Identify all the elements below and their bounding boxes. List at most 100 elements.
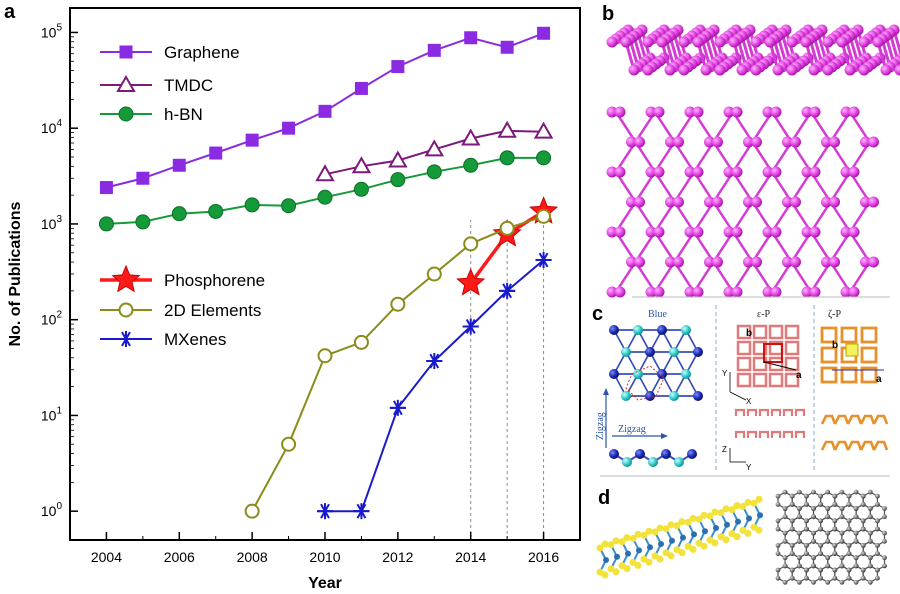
atom xyxy=(772,64,784,76)
data-point xyxy=(244,197,260,213)
data-point xyxy=(426,266,442,282)
carbon-atom xyxy=(875,493,880,499)
atom xyxy=(606,286,618,298)
chain xyxy=(846,440,863,451)
carbon-atom xyxy=(882,530,887,536)
carbon-atom xyxy=(775,493,781,499)
panel-label-c: c xyxy=(592,303,603,325)
phosphorene-top-view xyxy=(606,106,879,298)
graphene-lattice xyxy=(775,489,887,585)
atom xyxy=(714,64,726,76)
ring xyxy=(736,340,752,356)
carbon-atom xyxy=(782,538,788,544)
carbon-atom xyxy=(796,530,802,536)
data-point xyxy=(354,81,368,95)
atom xyxy=(656,36,668,48)
carbon-atom xyxy=(825,579,831,585)
chain xyxy=(833,440,850,451)
atom xyxy=(848,106,860,118)
carbon-atom xyxy=(825,530,831,536)
sulfur-atom xyxy=(728,506,736,514)
sulfur-atom xyxy=(634,561,642,569)
carbon-atom xyxy=(853,563,859,569)
metal-atom xyxy=(603,557,609,563)
atom xyxy=(840,166,852,178)
sulfur-atom xyxy=(722,505,730,513)
carbon-atom xyxy=(796,506,802,511)
data-point xyxy=(245,133,259,147)
ring xyxy=(784,356,800,372)
carbon-atom xyxy=(839,514,845,520)
atom xyxy=(669,347,679,357)
sulfur-atom xyxy=(689,514,697,522)
sulfur-atom xyxy=(667,552,675,560)
atom xyxy=(840,106,852,118)
atom xyxy=(764,36,776,48)
sulfur-atom xyxy=(711,508,719,516)
series-graphene xyxy=(99,26,551,195)
atom xyxy=(762,166,774,178)
metal-atom xyxy=(735,518,741,525)
atom xyxy=(626,196,637,208)
carbon-atom xyxy=(789,543,795,548)
carbon-atom xyxy=(811,489,816,495)
carbon-atom xyxy=(832,575,838,581)
data-point xyxy=(98,216,114,232)
series-line xyxy=(251,215,544,512)
atom xyxy=(645,391,655,401)
data-point xyxy=(282,121,296,135)
y-tick-label: 101 xyxy=(41,405,63,423)
atom xyxy=(782,136,793,148)
atom xyxy=(731,226,743,238)
atom xyxy=(692,286,704,298)
carbon-atom xyxy=(846,551,852,556)
svg-text:Zigzag: Zigzag xyxy=(595,412,606,440)
y-tick-label: 105 xyxy=(41,22,63,40)
data-point xyxy=(536,208,552,224)
atom xyxy=(868,196,879,208)
atom xyxy=(634,136,645,148)
chain xyxy=(846,414,863,425)
carbon-atom xyxy=(832,526,838,532)
carbon-atom xyxy=(782,489,788,495)
chain xyxy=(833,414,850,425)
atom xyxy=(609,369,619,379)
data-point xyxy=(171,206,187,222)
sulfur-atom xyxy=(744,498,752,506)
carbon-atom xyxy=(846,526,852,532)
atom xyxy=(633,369,643,379)
atom xyxy=(858,36,870,48)
ring xyxy=(768,324,784,340)
carbon-atom xyxy=(804,543,809,548)
carbon-atom xyxy=(832,543,838,548)
zeta-p-structure: ab xyxy=(820,326,889,451)
ring xyxy=(736,372,752,388)
y-axis-title: No. of Publications xyxy=(7,201,24,346)
carbon-atom xyxy=(846,493,852,499)
atom xyxy=(645,286,657,298)
atom xyxy=(801,286,813,298)
x-axis-title: Year xyxy=(308,575,342,592)
carbon-atom xyxy=(804,567,809,573)
carbon-atom xyxy=(818,526,823,532)
metal-atom xyxy=(625,550,631,557)
panel-label-b: b xyxy=(602,3,614,25)
y-tick-label: 100 xyxy=(41,501,63,519)
atom xyxy=(648,457,658,467)
sulfur-atom xyxy=(651,528,659,536)
carbon-atom xyxy=(825,555,831,561)
atom xyxy=(829,196,840,208)
carbon-atom xyxy=(853,579,859,585)
carbon-atom xyxy=(811,555,816,561)
data-point xyxy=(390,172,406,188)
sulfur-atom xyxy=(662,525,670,533)
data-point xyxy=(500,40,514,54)
data-point xyxy=(426,353,443,370)
sulfur-atom xyxy=(667,521,675,529)
atom xyxy=(645,226,657,238)
metal-atom xyxy=(647,544,653,551)
carbon-atom xyxy=(867,538,873,544)
atom xyxy=(821,136,832,148)
carbon-atom xyxy=(775,543,781,548)
sulfur-atom xyxy=(717,509,725,517)
